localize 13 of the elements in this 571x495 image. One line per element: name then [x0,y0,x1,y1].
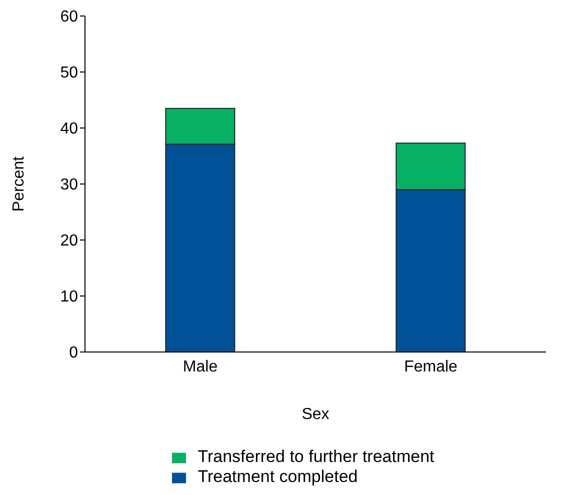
legend-label: Transferred to further treatment [198,447,434,466]
x-tick-label: Male [182,358,218,376]
y-axis-title: Percent [10,156,28,212]
x-axis-title: Sex [302,406,330,423]
y-tick-label: 60 [60,8,78,26]
y-tick-label: 30 [60,176,78,194]
y-tick-label: 10 [60,288,78,306]
y-tick-label: 20 [60,232,78,250]
y-tick-label: 50 [60,64,78,82]
legend-label: Treatment completed [198,467,358,486]
y-tick-label: 0 [69,344,78,362]
y-tick-label: 40 [60,120,78,138]
x-tick-label: Female [404,358,458,376]
